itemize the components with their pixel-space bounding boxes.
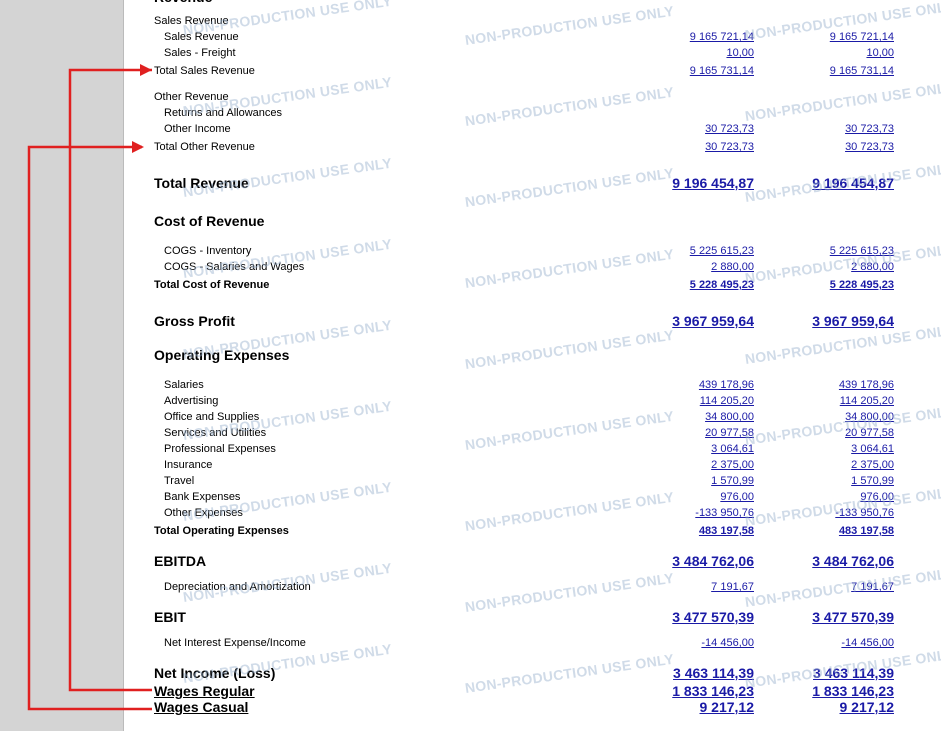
- row-label: Sales - Freight: [164, 47, 236, 59]
- amount: 483 197,58: [838, 525, 894, 537]
- amount: 976,00: [860, 491, 894, 503]
- amount: 3 477 570,39: [672, 609, 754, 625]
- amount: 1 833 146,23: [812, 683, 894, 699]
- side-panel: [0, 0, 124, 731]
- amount: -133 950,76: [835, 507, 894, 519]
- amount: 976,00: [720, 491, 754, 503]
- amount: 30 723,73: [845, 123, 894, 135]
- amount: 30 723,73: [845, 141, 894, 153]
- amount: 2 375,00: [851, 459, 894, 471]
- amount: 3 484 762,06: [812, 553, 894, 569]
- row-label: Total Revenue: [154, 175, 249, 191]
- amount: 3 463 114,39: [813, 665, 894, 681]
- amount: 5 228 495,23: [829, 279, 894, 291]
- amount: 2 375,00: [711, 459, 754, 471]
- row-label: COGS - Salaries and Wages: [164, 261, 305, 273]
- row-label: Other Income: [164, 123, 231, 135]
- amount: 114 205,20: [699, 395, 754, 407]
- amount: 1 570,99: [711, 475, 754, 487]
- row-label: Net Income (Loss): [154, 665, 276, 681]
- amount: 439 178,96: [838, 379, 894, 391]
- amount: 9 217,12: [699, 699, 755, 715]
- amount: -133 950,76: [695, 507, 754, 519]
- amount: 3 484 762,06: [672, 553, 754, 569]
- row-label: Revenue: [154, 0, 212, 5]
- amount: 20 977,58: [705, 427, 754, 439]
- arrow-head: [140, 64, 152, 76]
- row-label: COGS - Inventory: [164, 245, 252, 257]
- row-label: Net Interest Expense/Income: [164, 637, 306, 649]
- row-label: Wages Casual: [154, 699, 249, 715]
- row-label: Total Cost of Revenue: [154, 279, 270, 291]
- arrow-line: [27, 145, 152, 711]
- amount: 3 967 959,64: [812, 313, 894, 329]
- row-label: EBIT: [154, 609, 186, 625]
- amount: 9 165 731,14: [829, 65, 894, 77]
- amount: -14 456,00: [701, 637, 754, 649]
- row-label: Other Expenses: [164, 507, 243, 519]
- amount: 9 165 721,14: [829, 31, 894, 43]
- amount: 10,00: [866, 47, 894, 59]
- amount: 34 800,00: [705, 411, 754, 423]
- row-label: Sales Revenue: [154, 15, 229, 27]
- amount: 439 178,96: [698, 379, 754, 391]
- row-label: Depreciation and Amortization: [164, 581, 311, 593]
- row-label: EBITDA: [154, 553, 207, 569]
- row-label: Total Sales Revenue: [154, 65, 255, 77]
- amount: 7 191,67: [851, 581, 894, 593]
- row-label: Professional Expenses: [164, 443, 276, 455]
- row-label: Cost of Revenue: [154, 213, 265, 229]
- amount: 114 205,20: [839, 395, 894, 407]
- arrow-line: [68, 68, 152, 692]
- amount: 1 570,99: [851, 475, 894, 487]
- arrow-head: [132, 141, 144, 153]
- amount: 30 723,73: [705, 141, 754, 153]
- amount: 20 977,58: [845, 427, 894, 439]
- row-label: Insurance: [164, 459, 213, 471]
- amount: -14 456,00: [841, 637, 894, 649]
- row-label: Sales Revenue: [164, 31, 239, 43]
- amount: 3 967 959,64: [672, 313, 754, 329]
- amount: 9 165 721,14: [689, 31, 754, 43]
- row-label: Salaries: [164, 379, 204, 391]
- row-label: Services and Utilities: [164, 427, 267, 439]
- row-label: Other Revenue: [154, 91, 229, 103]
- amount: 1 833 146,23: [672, 683, 754, 699]
- amount: 9 165 731,14: [689, 65, 754, 77]
- amount: 3 463 114,39: [673, 665, 754, 681]
- amount: 5 225 615,23: [689, 245, 754, 257]
- amount: 2 880,00: [851, 261, 894, 273]
- row-label: Returns and Allowances: [164, 107, 283, 119]
- amount: 5 225 615,23: [829, 245, 894, 257]
- amount: 9 217,12: [839, 699, 895, 715]
- amount: 5 228 495,23: [689, 279, 754, 291]
- amount: 483 197,58: [698, 525, 754, 537]
- amount: 30 723,73: [705, 123, 754, 135]
- row-label: Office and Supplies: [164, 411, 260, 423]
- row-label: Bank Expenses: [164, 491, 241, 503]
- amount: 3 064,61: [851, 443, 894, 455]
- amount: 3 064,61: [711, 443, 754, 455]
- amount: 3 477 570,39: [812, 609, 894, 625]
- amount: 34 800,00: [845, 411, 894, 423]
- row-label: Wages Regular: [154, 683, 255, 699]
- amount: 2 880,00: [711, 261, 754, 273]
- row-label: Operating Expenses: [154, 347, 290, 363]
- row-label: Total Other Revenue: [154, 141, 255, 153]
- row-label: Total Operating Expenses: [154, 525, 289, 537]
- row-label: Travel: [164, 475, 195, 487]
- row-label: Gross Profit: [154, 313, 235, 329]
- amount: 10,00: [726, 47, 754, 59]
- amount: 7 191,67: [711, 581, 754, 593]
- amount: 9 196 454,87: [672, 175, 754, 191]
- row-label: Advertising: [164, 395, 219, 407]
- amount: 9 196 454,87: [812, 175, 894, 191]
